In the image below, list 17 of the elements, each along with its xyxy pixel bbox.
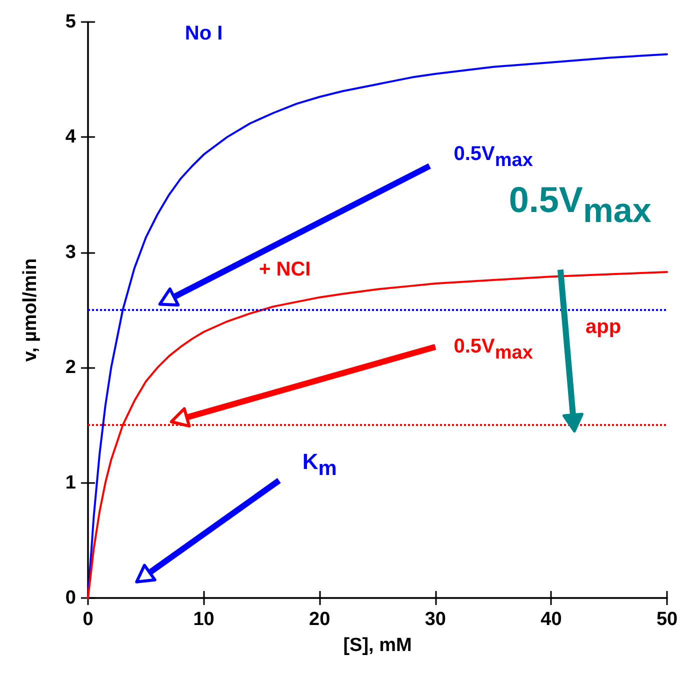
y-tick-label: 2 <box>65 357 76 378</box>
series-label: + NCI <box>259 258 311 280</box>
x-tick-label: 30 <box>424 609 446 630</box>
x-tick-label: 0 <box>82 609 94 630</box>
x-tick-label: 40 <box>540 609 562 630</box>
x-tick-label: 50 <box>656 609 678 630</box>
annotation: app <box>586 316 622 338</box>
y-tick-label: 3 <box>65 242 76 263</box>
y-tick-label: 4 <box>65 126 76 148</box>
y-tick-label: 0 <box>65 588 76 608</box>
x-axis-title: [S], mM <box>343 635 412 656</box>
y-tick-label: 1 <box>65 472 76 494</box>
y-tick-label: 5 <box>65 12 76 32</box>
x-tick-label: 10 <box>193 609 214 630</box>
x-tick-label: 20 <box>309 609 330 630</box>
y-axis-title: v, µmol/min <box>20 258 41 362</box>
text: No I <box>184 22 223 44</box>
